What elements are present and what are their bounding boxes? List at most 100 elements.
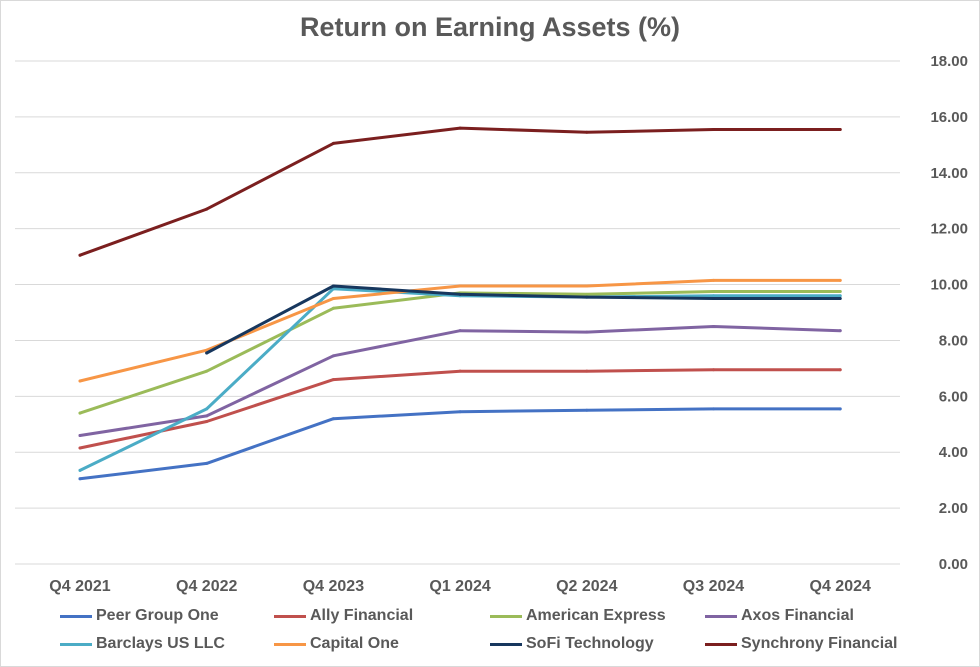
data-point xyxy=(205,207,209,211)
legend-label: Axos Financial xyxy=(741,607,854,624)
data-point xyxy=(458,410,462,414)
legend-item: Capital One xyxy=(274,632,399,656)
data-point xyxy=(458,292,462,296)
legend-swatch xyxy=(705,614,737,618)
data-point xyxy=(331,378,335,382)
data-point xyxy=(838,127,842,131)
legend-label: Ally Financial xyxy=(310,607,414,624)
data-point xyxy=(712,368,715,372)
chart-title: Return on Earning Assets (%) xyxy=(299,12,681,42)
y-tick-label: 10.00 xyxy=(930,277,968,294)
data-point xyxy=(585,330,589,334)
data-point xyxy=(838,329,842,333)
legend-item: American Express xyxy=(490,604,666,628)
x-tick-label: Q1 2024 xyxy=(429,578,490,595)
data-point xyxy=(458,126,462,130)
series-line-barclays-us-llc xyxy=(78,287,842,472)
legend-item: SoFi Technology xyxy=(490,632,654,656)
data-point xyxy=(78,433,82,437)
data-point xyxy=(78,468,82,472)
data-point xyxy=(458,284,462,288)
legend-swatch xyxy=(274,614,306,618)
data-point xyxy=(585,292,589,296)
data-point xyxy=(205,407,209,411)
y-tick-label: 6.00 xyxy=(939,388,968,405)
data-point xyxy=(458,329,462,333)
legend-label: American Express xyxy=(526,607,666,624)
data-point xyxy=(838,290,842,294)
data-point xyxy=(585,130,589,134)
data-point xyxy=(78,477,82,481)
data-point xyxy=(838,278,842,282)
legend-label: Synchrony Financial xyxy=(741,635,898,652)
data-point xyxy=(331,297,335,301)
legend-swatch xyxy=(60,642,92,646)
legend-swatch xyxy=(274,642,306,646)
y-tick-label: 14.00 xyxy=(930,165,968,182)
data-point xyxy=(205,414,209,418)
y-tick-label: 0.00 xyxy=(939,556,968,573)
data-point xyxy=(205,351,209,355)
gridlines xyxy=(15,60,900,565)
data-point xyxy=(838,294,842,298)
series-line-sofi-technology xyxy=(205,284,842,355)
legend-swatch xyxy=(490,642,522,646)
series-line-axos-financial xyxy=(78,325,842,437)
data-point xyxy=(712,278,715,282)
data-point xyxy=(458,369,462,373)
x-tick-label: Q3 2024 xyxy=(683,578,744,595)
legend-label: SoFi Technology xyxy=(526,635,654,652)
series-line-synchrony-financial xyxy=(78,126,842,257)
y-tick-label: 8.00 xyxy=(939,332,968,349)
legend-item: Peer Group One xyxy=(60,604,219,628)
x-tick-label: Q2 2024 xyxy=(556,578,617,595)
legend-item: Axos Financial xyxy=(705,604,854,628)
data-point xyxy=(205,419,209,423)
data-point xyxy=(585,295,589,299)
y-axis-ticks: 0.00 2.00 4.00 6.00 8.00 10.00 12.00 14.00 16.00… xyxy=(930,53,968,573)
legend-item: Synchrony Financial xyxy=(705,632,897,656)
series-line-peer-group-one xyxy=(78,407,842,481)
data-point xyxy=(712,294,715,298)
y-tick-label: 12.00 xyxy=(930,221,968,238)
data-point xyxy=(331,417,335,421)
data-point xyxy=(585,284,589,288)
data-point xyxy=(585,369,589,373)
data-point xyxy=(331,354,335,358)
data-point xyxy=(331,141,335,145)
data-point xyxy=(712,127,715,131)
legend-label: Barclays US LLC xyxy=(96,635,225,652)
data-point xyxy=(712,324,715,328)
y-tick-label: 2.00 xyxy=(939,500,968,517)
data-point xyxy=(205,461,209,465)
data-point xyxy=(712,290,715,294)
data-point xyxy=(838,407,842,411)
series-lines xyxy=(78,126,842,481)
legend-swatch xyxy=(60,614,92,618)
y-tick-label: 18.00 xyxy=(930,53,968,70)
legend-swatch xyxy=(705,642,737,646)
data-point xyxy=(585,408,589,412)
line-chart: 0.00 2.00 4.00 6.00 8.00 10.00 12.00 14.00 16.00… xyxy=(15,53,968,595)
data-point xyxy=(78,253,82,257)
legend-item: Barclays US LLC xyxy=(60,632,225,656)
legend-item: Ally Financial xyxy=(274,604,413,628)
data-point xyxy=(712,407,715,411)
y-tick-label: 16.00 xyxy=(930,109,968,126)
data-point xyxy=(78,411,82,415)
data-point xyxy=(205,369,209,373)
data-point xyxy=(331,306,335,310)
data-point xyxy=(331,284,335,288)
legend-swatch xyxy=(490,614,522,618)
x-axis-ticks: Q4 2021 Q4 2022 Q4 2023 Q1 2024 Q2 2024 Q3 20… xyxy=(49,578,871,595)
data-point xyxy=(838,297,842,301)
legend-label: Capital One xyxy=(310,635,399,652)
data-point xyxy=(712,297,715,301)
legend-label: Peer Group One xyxy=(96,607,219,624)
x-tick-label: Q4 2022 xyxy=(176,578,237,595)
x-tick-label: Q4 2023 xyxy=(303,578,364,595)
data-point xyxy=(78,379,82,383)
y-tick-label: 4.00 xyxy=(939,444,968,461)
x-tick-label: Q4 2024 xyxy=(810,578,871,595)
